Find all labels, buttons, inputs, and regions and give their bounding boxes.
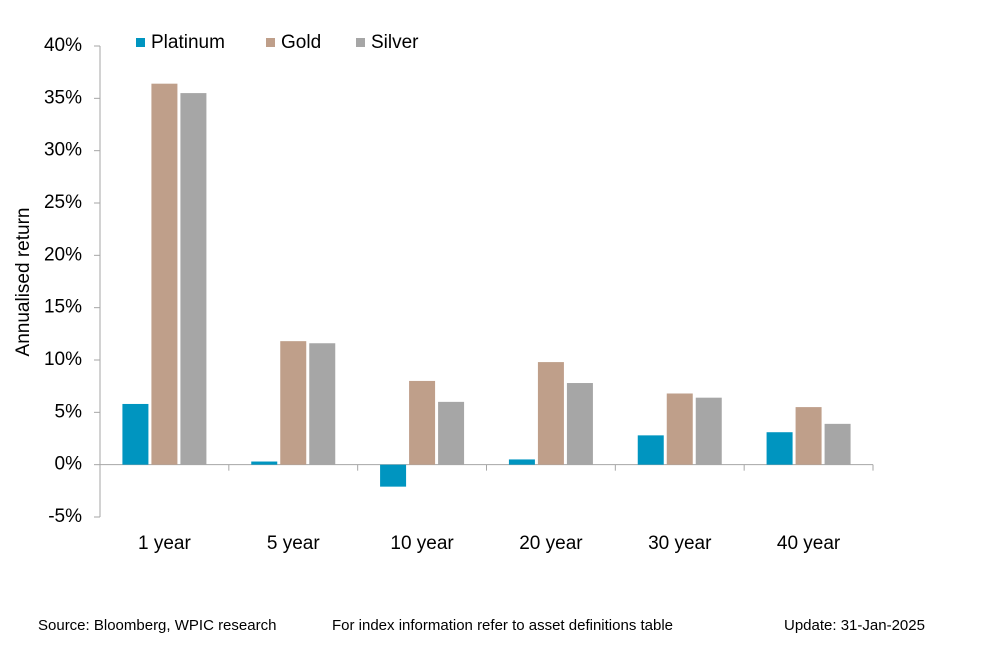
- x-tick-label: 10 year: [390, 533, 454, 554]
- legend-label: Silver: [371, 32, 419, 53]
- bar: [380, 464, 407, 487]
- bar: [824, 423, 851, 465]
- bar: [251, 461, 278, 465]
- legend-swatch: [266, 38, 275, 47]
- y-tick-label: 20%: [44, 244, 82, 265]
- bar: [766, 432, 793, 465]
- bar: [122, 403, 149, 465]
- bar: [666, 393, 693, 465]
- bar: [438, 401, 465, 465]
- bar: [508, 459, 535, 465]
- y-tick-label: 40%: [44, 35, 82, 56]
- bar: [309, 343, 336, 465]
- bar: [280, 341, 307, 465]
- y-axis-label: Annualised return: [13, 208, 34, 357]
- y-tick-label: 15%: [44, 297, 82, 318]
- x-tick-label: 20 year: [519, 533, 583, 554]
- bar: [695, 397, 722, 465]
- bar: [566, 383, 593, 465]
- source: Source: Bloomberg, WPIC research: [38, 617, 276, 634]
- bar: [151, 83, 178, 465]
- bar: [795, 407, 822, 465]
- update: Update: 31-Jan-2025: [784, 617, 925, 634]
- legend-label: Platinum: [151, 32, 225, 53]
- y-tick-label: 5%: [55, 401, 83, 422]
- x-tick-label: 1 year: [138, 533, 191, 554]
- y-tick-label: 30%: [44, 140, 82, 161]
- legend-label: Gold: [281, 32, 321, 53]
- bar: [537, 362, 564, 465]
- legend-swatch: [356, 38, 365, 47]
- y-tick-label: -5%: [48, 506, 82, 527]
- y-tick-label: 10%: [44, 349, 82, 370]
- y-tick-label: 0%: [55, 454, 83, 475]
- x-tick-label: 5 year: [267, 533, 320, 554]
- x-tick-label: 40 year: [777, 533, 841, 554]
- note: For index information refer to asset def…: [332, 617, 673, 634]
- bar: [180, 93, 207, 465]
- x-tick-label: 30 year: [648, 533, 712, 554]
- bar: [409, 380, 436, 465]
- bar: [637, 435, 664, 465]
- y-tick-label: 25%: [44, 192, 82, 213]
- legend-swatch: [136, 38, 145, 47]
- y-tick-label: 35%: [44, 87, 82, 108]
